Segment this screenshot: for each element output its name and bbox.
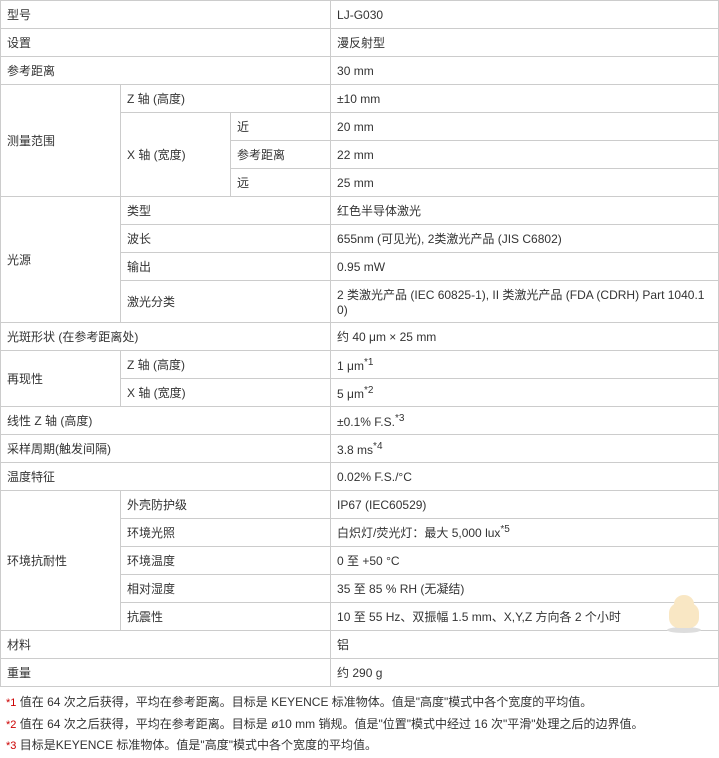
value-cell: 漫反射型 [331,29,719,57]
label-cell: Z 轴 (高度) [121,351,331,379]
label-cell: 输出 [121,253,331,281]
label-cell: 波长 [121,225,331,253]
table-row: 材料铝 [1,631,719,659]
label-cell: 型号 [1,1,331,29]
label-cell: 光斑形状 (在参考距离处) [1,323,331,351]
value-cell: ±0.1% F.S.*3 [331,407,719,435]
label-cell: 材料 [1,631,331,659]
value-cell: 约 40 μm × 25 mm [331,323,719,351]
label-cell: 再现性 [1,351,121,407]
value-cell: 3.8 ms*4 [331,435,719,463]
value-cell: 1 μm*1 [331,351,719,379]
footnote-item: *3 目标是KEYENCE 标准物体。值是"高度"模式中各个宽度的平均值。 [6,736,713,756]
label-cell: X 轴 (宽度) [121,113,231,197]
label-cell: 测量范围 [1,85,121,197]
spec-table: 型号LJ-G030 设置漫反射型 参考距离30 mm 测量范围Z 轴 (高度)±… [0,0,719,687]
value-cell: 30 mm [331,57,719,85]
label-cell: 环境抗耐性 [1,491,121,631]
value-cell: 白炽灯/荧光灯：最大 5,000 lux*5 [331,519,719,547]
value-cell: 20 mm [331,113,719,141]
table-row: 参考距离30 mm [1,57,719,85]
value-cell: 0.95 mW [331,253,719,281]
label-cell: 相对湿度 [121,575,331,603]
label-cell: 外壳防护级 [121,491,331,519]
table-row: 测量范围Z 轴 (高度)±10 mm [1,85,719,113]
label-cell: X 轴 (宽度) [121,379,331,407]
value-cell: 红色半导体激光 [331,197,719,225]
label-cell: 光源 [1,197,121,323]
table-row: 光斑形状 (在参考距离处)约 40 μm × 25 mm [1,323,719,351]
table-row: 采样周期(触发间隔)3.8 ms*4 [1,435,719,463]
footnote-item: *1 值在 64 次之后获得，平均在参考距离。目标是 KEYENCE 标准物体。… [6,693,713,713]
label-cell: 抗震性 [121,603,331,631]
value-cell: 22 mm [331,141,719,169]
label-cell: 采样周期(触发间隔) [1,435,331,463]
label-cell: 参考距离 [231,141,331,169]
label-cell: 环境温度 [121,547,331,575]
table-row: 环境抗耐性外壳防护级IP67 (IEC60529) [1,491,719,519]
value-cell: 0.02% F.S./°C [331,463,719,491]
label-cell: 重量 [1,659,331,687]
table-row: 再现性Z 轴 (高度)1 μm*1 [1,351,719,379]
table-row: 重量约 290 g [1,659,719,687]
mascot-icon [659,595,709,635]
value-cell: 2 类激光产品 (IEC 60825-1), II 类激光产品 (FDA (CD… [331,281,719,323]
value-cell: LJ-G030 [331,1,719,29]
table-row: 光源类型红色半导体激光 [1,197,719,225]
value-cell: ±10 mm [331,85,719,113]
footnote-ref: *5 [500,524,509,535]
value-cell: 655nm (可见光), 2类激光产品 (JIS C6802) [331,225,719,253]
footnote-ref: *1 [364,357,373,368]
footnote-ref: *2 [364,385,373,396]
label-cell: 设置 [1,29,331,57]
table-row: 温度特征0.02% F.S./°C [1,463,719,491]
label-cell: 线性 Z 轴 (高度) [1,407,331,435]
label-cell: 温度特征 [1,463,331,491]
footnote-ref: *4 [373,441,382,452]
value-cell: IP67 (IEC60529) [331,491,719,519]
table-row: 设置漫反射型 [1,29,719,57]
footnotes: *1 值在 64 次之后获得，平均在参考距离。目标是 KEYENCE 标准物体。… [0,693,719,756]
footnote-ref: *3 [395,413,404,424]
label-cell: 近 [231,113,331,141]
value-cell: 25 mm [331,169,719,197]
table-row: 线性 Z 轴 (高度)±0.1% F.S.*3 [1,407,719,435]
footnote-item: *2 值在 64 次之后获得，平均在参考距离。目标是 ø10 mm 销规。值是"… [6,715,713,735]
table-row: 型号LJ-G030 [1,1,719,29]
label-cell: 环境光照 [121,519,331,547]
label-cell: 远 [231,169,331,197]
value-cell: 约 290 g [331,659,719,687]
label-cell: 类型 [121,197,331,225]
label-cell: 激光分类 [121,281,331,323]
value-cell: 0 至 +50 °C [331,547,719,575]
label-cell: Z 轴 (高度) [121,85,331,113]
value-cell: 5 μm*2 [331,379,719,407]
label-cell: 参考距离 [1,57,331,85]
